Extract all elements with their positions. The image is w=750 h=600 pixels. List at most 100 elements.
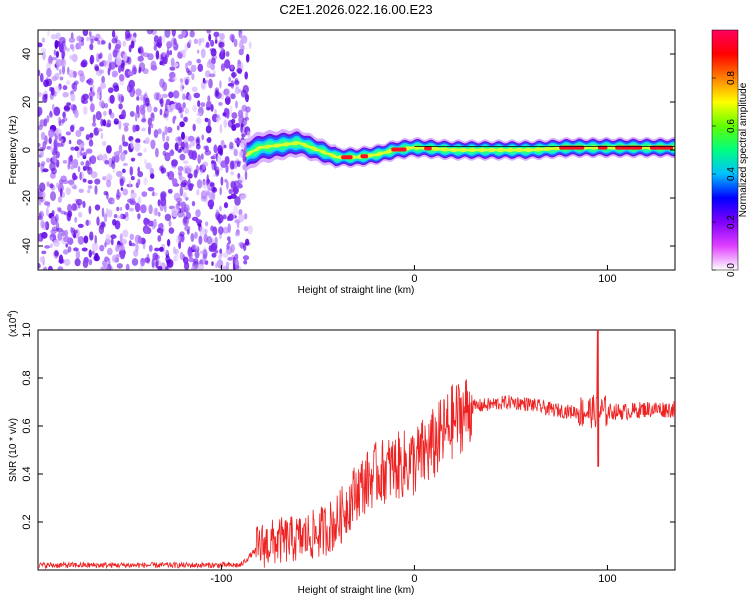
noise-blob (42, 51, 46, 61)
noise-blob (237, 179, 243, 185)
noise-blob (245, 238, 250, 246)
noise-blob (93, 127, 100, 136)
noise-blob (87, 78, 94, 86)
noise-blob (182, 102, 186, 109)
noise-blob (82, 178, 87, 183)
noise-blob (191, 73, 195, 81)
noise-blob (183, 160, 189, 165)
noise-blob (128, 44, 132, 53)
noise-blob (70, 32, 74, 39)
noise-blob (86, 166, 91, 171)
noise-blob (89, 155, 97, 165)
ridge-peak (341, 155, 353, 160)
noise-blob (247, 225, 253, 235)
noise-blob (234, 231, 240, 237)
noise-blob (100, 266, 108, 270)
noise-blob (179, 231, 185, 237)
noise-blob (179, 251, 184, 260)
noise-blob (46, 67, 52, 78)
noise-blob (109, 112, 115, 119)
noise-blob (72, 70, 77, 78)
noise-blob (164, 108, 169, 118)
noise-blob (210, 104, 214, 112)
noise-blob (239, 39, 244, 50)
noise-blob (215, 209, 219, 215)
noise-blob (83, 235, 89, 244)
noise-blob (130, 139, 134, 149)
noise-blob (149, 167, 154, 176)
noise-blob (47, 30, 50, 37)
noise-blob (74, 146, 80, 152)
noise-blob (182, 49, 186, 59)
noise-blob (113, 87, 119, 92)
noise-blob (161, 167, 167, 174)
noise-blob (89, 54, 95, 64)
noise-blob (49, 183, 54, 189)
noise-blob (49, 243, 53, 249)
noise-blob (97, 128, 103, 132)
noise-blob (70, 104, 77, 111)
noise-blob (230, 93, 236, 100)
noise-blob (38, 91, 42, 97)
noise-blob (189, 141, 196, 147)
snr-multiplier-base: (x10 (8, 317, 19, 337)
noise-blob (219, 80, 222, 89)
noise-blob (116, 206, 120, 212)
noise-blob (140, 257, 146, 267)
noise-blob (226, 261, 229, 270)
noise-blob (204, 260, 209, 265)
noise-blob (48, 128, 55, 138)
noise-blob (117, 65, 122, 74)
noise-blob (128, 180, 132, 188)
noise-blob (148, 125, 151, 135)
noise-blob (38, 106, 43, 116)
noise-blob (130, 242, 136, 247)
noise-blob (175, 102, 182, 111)
noise-blob (201, 134, 204, 141)
noise-blob (129, 233, 135, 241)
noise-blob (62, 111, 66, 119)
colorbar-scale (711, 29, 739, 271)
noise-blob (120, 187, 124, 191)
noise-blob (119, 207, 123, 211)
noise-blob (180, 113, 184, 119)
noise-blob (108, 174, 113, 181)
noise-blob (123, 53, 128, 62)
noise-blob (75, 129, 82, 138)
noise-blob (60, 175, 67, 182)
noise-blob (68, 155, 73, 166)
colorbar-tick-label: 0.0 (726, 263, 737, 277)
noise-blob (121, 109, 126, 120)
noise-blob (179, 146, 185, 151)
noise-blob (98, 153, 104, 160)
noise-blob (230, 80, 235, 89)
noise-blob (104, 160, 110, 165)
noise-blob (191, 150, 198, 161)
noise-blob (225, 51, 230, 57)
noise-blob (66, 47, 70, 52)
noise-blob (102, 260, 108, 267)
noise-blob (116, 194, 120, 200)
noise-blob (191, 266, 197, 270)
noise-blob (230, 64, 234, 70)
noise-blob (243, 226, 249, 232)
noise-blob (195, 143, 201, 150)
noise-blob (169, 149, 175, 157)
noise-blob (177, 201, 181, 206)
noise-blob (146, 253, 150, 262)
noise-blob (181, 30, 186, 38)
noise-blob (184, 142, 189, 149)
colorbar-label: Normalized spectral amplitude (738, 82, 749, 217)
noise-blob (94, 204, 101, 211)
noise-blob (162, 51, 166, 58)
noise-blob (206, 236, 213, 245)
noise-blob (206, 190, 210, 198)
noise-blob (41, 161, 46, 167)
noise-blob (216, 114, 220, 119)
noise-blob (44, 245, 51, 249)
noise-blob (71, 53, 78, 63)
noise-blob (143, 52, 150, 58)
noise-blob (203, 80, 207, 84)
noise-blob (237, 173, 241, 179)
snr-ytick-label: 1.0 (21, 322, 33, 337)
